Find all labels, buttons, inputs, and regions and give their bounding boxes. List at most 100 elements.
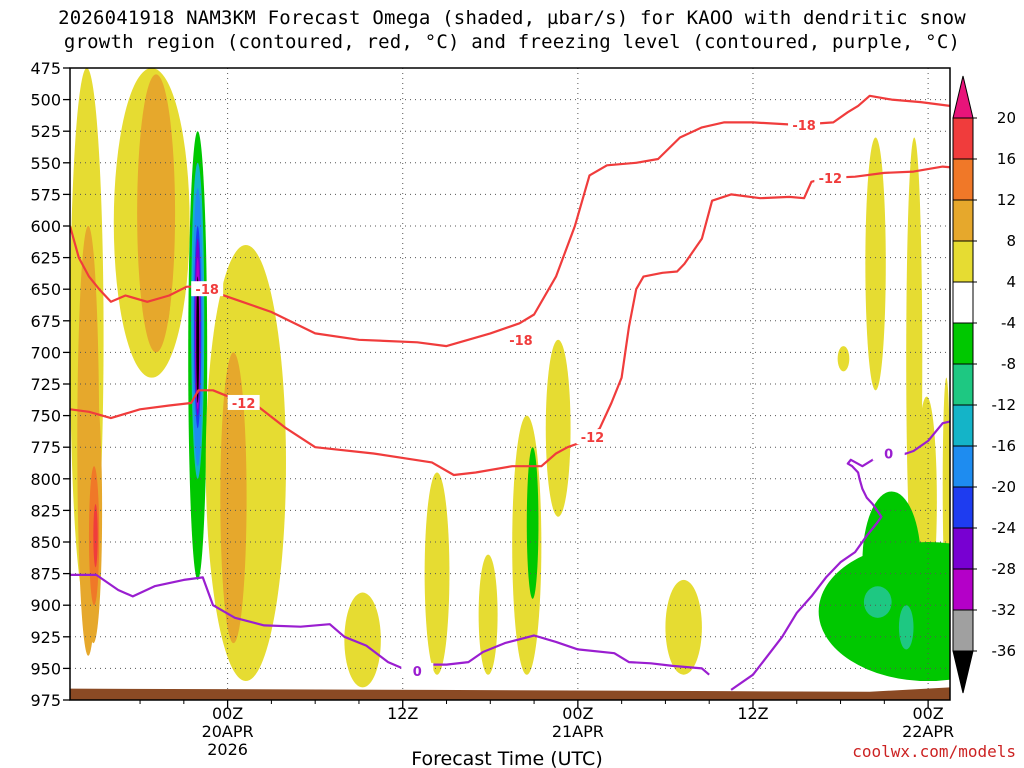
- grid-lines: [70, 68, 950, 700]
- colorbar-bottom-arrow: [952, 650, 974, 694]
- colorbar-segment: [952, 568, 974, 611]
- colorbar-label: -32: [992, 601, 1017, 619]
- omega-cell: [665, 579, 702, 675]
- omega-cell: [928, 579, 950, 669]
- omega-cell: [837, 346, 850, 372]
- y-tick-label: 850: [30, 533, 61, 552]
- omega-shading-layer: [70, 68, 1024, 688]
- x-tick-sublabel: 2026: [207, 740, 248, 759]
- x-tick-label: 00Z: [212, 704, 243, 723]
- colorbar-label: -28: [992, 560, 1017, 578]
- omega-cell: [865, 137, 886, 391]
- x-tick-sublabel: 22APR: [902, 722, 954, 741]
- contour-label-bg: [788, 116, 821, 132]
- y-tick-label: 475: [30, 59, 61, 78]
- colorbar-segment: [952, 609, 974, 652]
- y-tick-label: 500: [30, 91, 61, 110]
- omega-cell: [196, 276, 200, 403]
- omega-cell: [424, 472, 450, 675]
- colorbar-label: -20: [992, 478, 1017, 496]
- y-tick-label: 625: [30, 249, 61, 268]
- contour-label: -18: [509, 334, 533, 349]
- x-axis-label: Forecast Time (UTC): [411, 748, 602, 768]
- x-tick-sublabel: 21APR: [552, 722, 604, 741]
- colorbar-segment: [952, 281, 974, 324]
- y-tick-label: 975: [30, 691, 61, 710]
- omega-cell: [93, 504, 98, 568]
- contour-label: 0: [413, 665, 422, 680]
- credit-link[interactable]: coolwx.com/models: [852, 742, 1016, 761]
- freezing-level-line: [70, 573, 710, 676]
- colorbar-segment: [952, 322, 974, 365]
- x-tick-sublabel: 20APR: [202, 722, 254, 741]
- omega-cell: [972, 466, 984, 592]
- colorbar-segment: [952, 240, 974, 283]
- omega-cell: [478, 554, 498, 675]
- contour-label: -12: [819, 172, 843, 187]
- chart-title-line-1: 2026041918 NAM3KM Forecast Omega (shaded…: [58, 7, 966, 29]
- y-tick-label: 600: [30, 217, 61, 236]
- colorbar-label: -4: [1001, 314, 1016, 332]
- contour-label-bg: [814, 169, 847, 185]
- y-tick-label: 900: [30, 596, 61, 615]
- omega-cell: [220, 352, 247, 644]
- y-tick-label: 750: [30, 407, 61, 426]
- omega-cell: [526, 447, 539, 599]
- x-tick-label: 00Z: [562, 704, 593, 723]
- freezing-level-line: [730, 420, 950, 691]
- colorbar-label: -12: [992, 396, 1017, 414]
- y-tick-label: 650: [30, 280, 61, 299]
- colorbar-top-arrow: [952, 75, 974, 119]
- omega-cell: [545, 339, 571, 517]
- y-tick-label: 925: [30, 628, 61, 647]
- omega-cell: [1020, 226, 1024, 302]
- x-tick-label: 00Z: [912, 704, 943, 723]
- colorbar-segment: [952, 404, 974, 447]
- contour-label-bg: [227, 394, 260, 410]
- x-tick-label: 12Z: [737, 704, 768, 723]
- colorbar-segment: [952, 363, 974, 406]
- omega-cell: [256, 339, 272, 505]
- y-tick-label: 575: [30, 185, 61, 204]
- contour-layer: -18 -18 -18 -12 -12 -12 0 0: [70, 94, 950, 691]
- y-tick-label: 725: [30, 375, 61, 394]
- colorbar-label: -8: [1001, 355, 1016, 373]
- colorbar-label: 4: [1006, 273, 1016, 291]
- ground-surface: [70, 687, 950, 700]
- colorbar-label: 8: [1006, 232, 1016, 250]
- colorbar-segment: [952, 199, 974, 242]
- y-tick-label: 525: [30, 122, 61, 141]
- omega-cell: [898, 605, 914, 650]
- contour-label-bg: [191, 281, 224, 297]
- contour-label: -12: [232, 397, 256, 412]
- contour-label: 0: [884, 448, 893, 463]
- contour-label-bg: [872, 445, 905, 461]
- y-tick-label: 875: [30, 565, 61, 584]
- contour-label-bg: [576, 429, 609, 445]
- omega-cell: [159, 175, 173, 328]
- contour-label: -12: [581, 431, 605, 446]
- contour-label-bg: [401, 662, 434, 678]
- dgz-contour-line: [70, 94, 950, 348]
- colorbar-label: -36: [992, 642, 1017, 660]
- colorbar-segment: [952, 117, 974, 160]
- omega-cell: [863, 586, 892, 618]
- contour-label: -18: [792, 119, 816, 134]
- omega-cell: [344, 592, 381, 688]
- y-tick-label: 950: [30, 659, 61, 678]
- colorbar-segment: [952, 158, 974, 201]
- colorbar-segment: [952, 445, 974, 488]
- colorbar-segment: [952, 486, 974, 529]
- colorbar-label: -24: [992, 519, 1017, 537]
- ground-band: [70, 687, 950, 700]
- y-tick-label: 800: [30, 470, 61, 489]
- y-tick-label: 825: [30, 501, 61, 520]
- colorbar: 20 16 12 8 4 -4 -8 -12 -16 -20 -24 -28 -32 -36: [952, 75, 1017, 694]
- colorbar-label: 12: [997, 191, 1016, 209]
- colorbar-label: 20: [997, 109, 1016, 127]
- omega-cell: [942, 377, 950, 593]
- y-tick-label: 775: [30, 438, 61, 457]
- contour-label-bg: [504, 331, 537, 347]
